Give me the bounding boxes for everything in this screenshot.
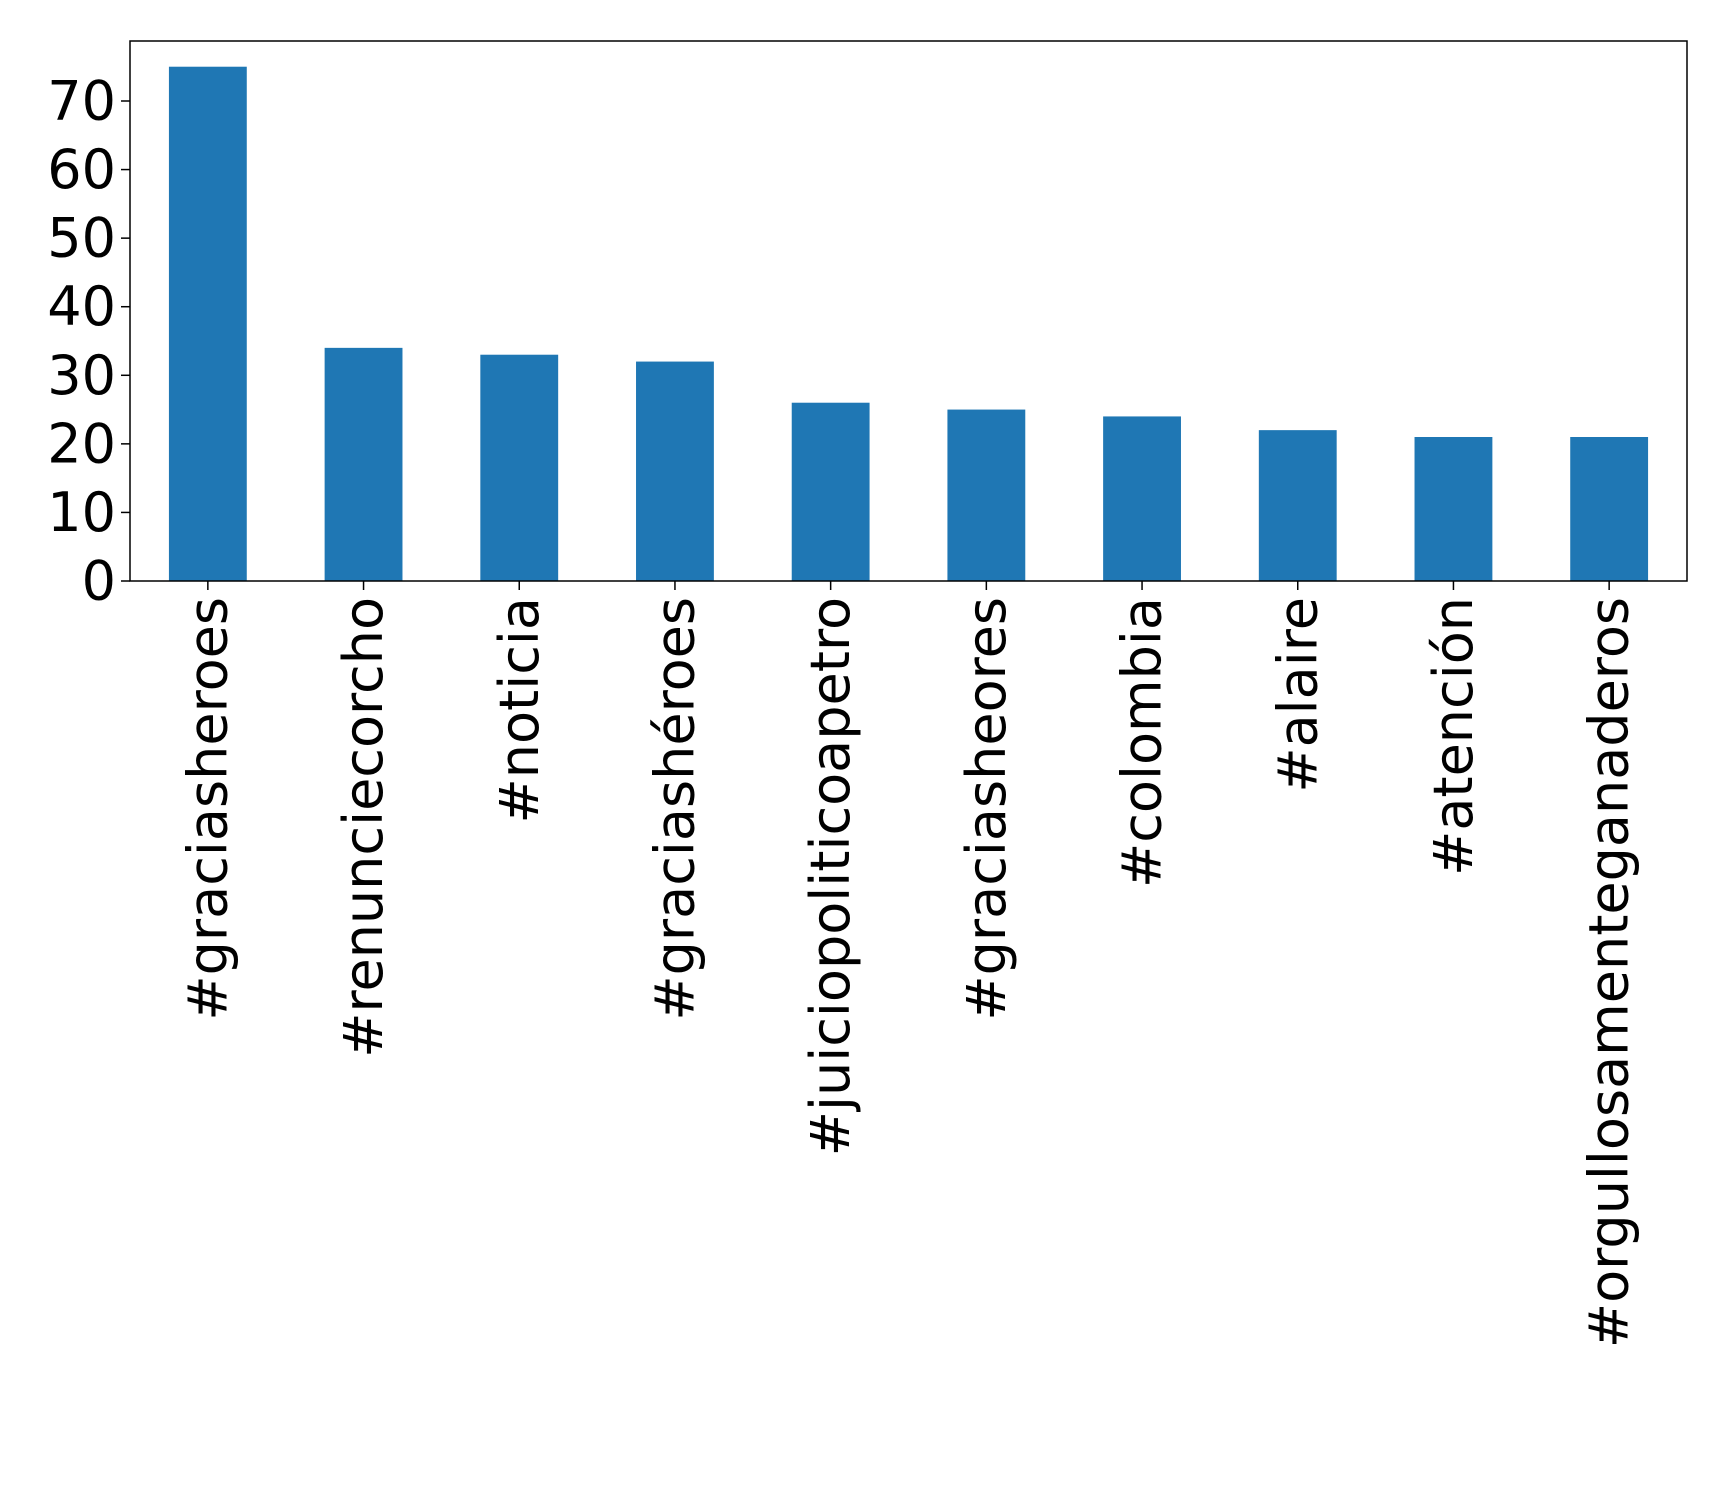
x-tick-label: #juiciopoliticoapetro <box>799 597 862 1156</box>
x-tick-label: #renunciecorcho <box>332 597 395 1058</box>
bar-1 <box>168 66 247 581</box>
y-tick-label: 0 <box>82 550 116 613</box>
bar-8 <box>1258 430 1337 581</box>
y-tick-label: 10 <box>47 481 116 544</box>
x-tick-label: #atención <box>1422 597 1485 876</box>
bar-6 <box>947 409 1026 581</box>
x-tick-label: #alaire <box>1266 597 1329 793</box>
x-tick-label: #graciashéroes <box>643 597 706 1021</box>
x-axis: #graciasheroes #renunciecorcho #noticia #gr… <box>176 581 1641 1348</box>
y-tick-label: 40 <box>47 275 116 338</box>
y-tick-label: 70 <box>47 70 116 133</box>
bars-group <box>168 66 1649 581</box>
y-tick-label: 60 <box>47 138 116 201</box>
x-tick-label: #graciasheores <box>955 597 1018 1021</box>
bar-5 <box>791 402 870 581</box>
y-tick-label: 30 <box>47 344 116 407</box>
bar-2 <box>324 347 403 581</box>
x-tick-label: #noticia <box>488 597 551 823</box>
y-tick-label: 20 <box>47 412 116 475</box>
y-tick-label: 50 <box>47 207 116 270</box>
bar-3 <box>480 354 559 581</box>
bar-9 <box>1414 437 1493 581</box>
x-tick-label: #graciasheroes <box>176 597 239 1021</box>
bar-4 <box>636 361 714 581</box>
plot-frame <box>129 40 1688 582</box>
bar-10 <box>1570 437 1649 581</box>
bar-7 <box>1103 416 1181 581</box>
x-tick-label: #colombia <box>1111 597 1174 888</box>
x-tick-label: #orgullosamenteganaderos <box>1578 597 1641 1348</box>
